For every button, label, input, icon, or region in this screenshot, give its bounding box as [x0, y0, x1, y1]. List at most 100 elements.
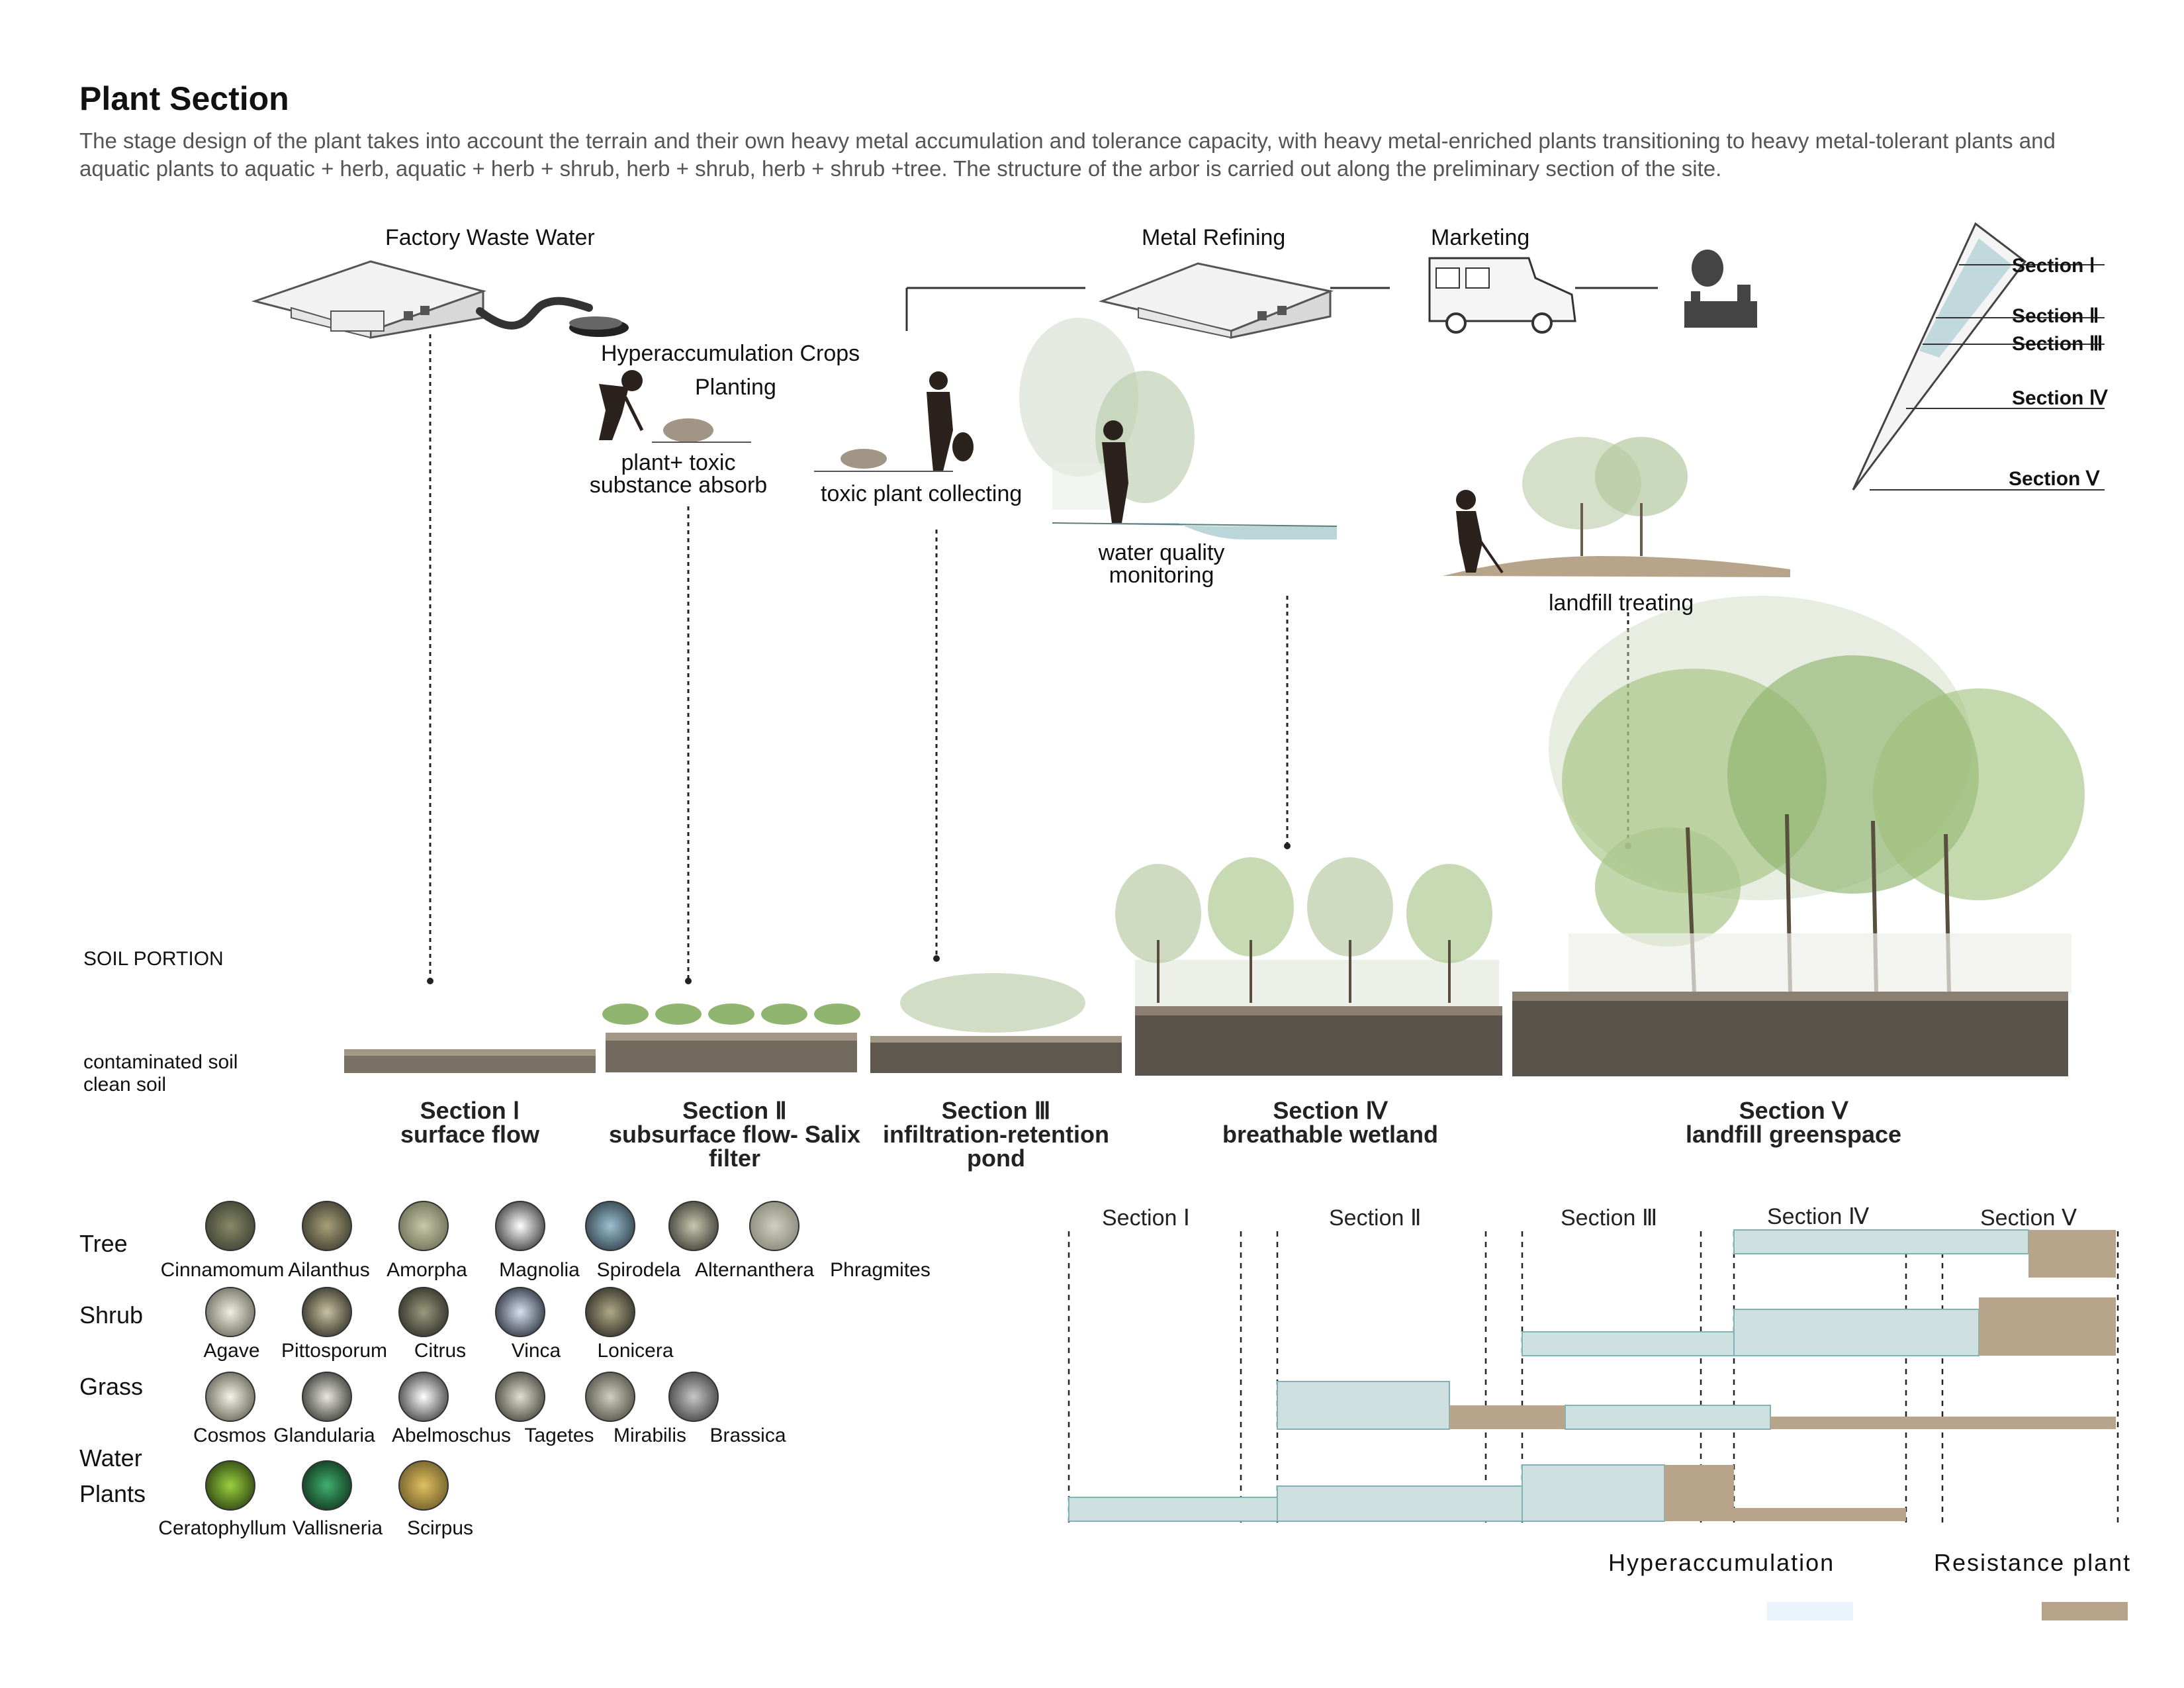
money-factory-icon — [1684, 250, 1757, 328]
section-caption-desc: surface flow — [400, 1121, 540, 1148]
plant-photo-ceratophyllum — [205, 1460, 255, 1511]
section-caption-desc: infiltration-retention — [883, 1121, 1109, 1148]
category-grass-label: Grass — [79, 1373, 144, 1400]
hyperaccumulation-crops-label: Hyperaccumulation Crops — [601, 341, 860, 366]
section-caption-desc-2: filter — [708, 1145, 760, 1172]
plant-photo-abelmoschus — [398, 1372, 449, 1422]
bar-water-hyper-1 — [1068, 1497, 1278, 1522]
soil-portion-label: SOIL PORTION — [83, 948, 224, 970]
planting-label: Planting — [695, 375, 776, 400]
plant-photo-mirabilis — [585, 1372, 635, 1422]
landfill-treating-label: landfill treating — [1549, 590, 1694, 616]
legend-hyper-label: Hyperaccumulation — [1608, 1549, 1835, 1576]
map-section-2: Section Ⅱ — [2012, 305, 2099, 327]
soil-blocks — [344, 992, 2068, 1076]
van-icon — [1428, 257, 1576, 334]
section-caption-5: Section Ⅴ landfill greenspace — [1648, 1099, 1939, 1147]
plant-photo-vinca — [495, 1287, 545, 1337]
plant-photo-amorpha — [398, 1201, 449, 1251]
plant-photo-citrus — [398, 1287, 449, 1337]
metal-refining-label: Metal Refining — [1142, 225, 1286, 250]
section-caption-name: Section Ⅳ — [1273, 1097, 1388, 1124]
category-water-label-2: Plants — [79, 1480, 146, 1507]
plant-name-scirpus: Scirpus — [406, 1517, 474, 1539]
bar-grass-resist-1 — [1449, 1405, 1565, 1429]
bar-grass-hyper-2 — [1565, 1405, 1771, 1430]
map-section-4: Section Ⅳ — [2012, 387, 2108, 409]
plant-photo-scirpus — [398, 1460, 449, 1511]
section-caption-name: Section Ⅱ — [682, 1097, 787, 1124]
plant-photo-cosmos — [205, 1372, 255, 1422]
worker-monitoring-icon — [1102, 420, 1128, 523]
section-caption-desc: breathable wetland — [1222, 1121, 1439, 1148]
worker-collecting-icon — [927, 371, 974, 471]
plant-photo-alternanthera — [668, 1201, 719, 1251]
marketing-label: Marketing — [1431, 225, 1530, 250]
bar-water-resist-2 — [1734, 1508, 1906, 1521]
map-section-1: Section Ⅰ — [2012, 255, 2095, 277]
plant-name-phragmites: Phragmites — [830, 1259, 931, 1281]
plant-name-pittosporum: Pittosporum — [281, 1340, 388, 1362]
bar-tree-resist — [2028, 1230, 2116, 1278]
legend-resist-label: Resistance plant — [1934, 1549, 2132, 1576]
section-caption-2: Section Ⅱ subsurface flow- Salix filter — [599, 1099, 870, 1170]
plant-name-tagetes: Tagetes — [524, 1425, 594, 1446]
plant-name-ceratophyllum: Ceratophyllum — [158, 1517, 287, 1539]
map-section-5: Section Ⅴ — [2009, 468, 2100, 490]
water-quality-line-1: water quality — [1098, 540, 1225, 565]
section-caption-3: Section Ⅲ infiltration-retention pond — [867, 1099, 1125, 1170]
salix-shrubs — [602, 1004, 860, 1025]
category-water-label: Water — [79, 1444, 142, 1472]
plant-name-glandularia: Glandularia — [273, 1425, 375, 1446]
plant-name-magnolia: Magnolia — [499, 1259, 580, 1281]
section-caption-desc: subsurface flow- Salix — [608, 1121, 861, 1148]
plant-name-brassica: Brassica — [709, 1425, 786, 1446]
plant-name-amorpha: Amorpha — [387, 1259, 467, 1281]
plant-name-mirabilis: Mirabilis — [613, 1425, 686, 1446]
bar-tree-hyper — [1733, 1229, 2029, 1254]
section-caption-name: Section Ⅴ — [1739, 1097, 1848, 1124]
shrub-small-icon-2 — [841, 449, 887, 469]
plant-name-abelmoschus: Abelmoschus — [391, 1425, 512, 1446]
category-tree-label: Tree — [79, 1230, 128, 1257]
chart-section-2: Section Ⅱ — [1329, 1205, 1422, 1231]
plant-name-vallisneria: Vallisneria — [292, 1517, 383, 1539]
page-description: The stage design of the plant takes into… — [79, 128, 2056, 181]
plant-photo-magnolia — [495, 1201, 545, 1251]
section-caption-4: Section Ⅳ breathable wetland — [1191, 1099, 1469, 1147]
site-map — [1852, 222, 2105, 491]
plant-photo-vallisneria — [302, 1460, 352, 1511]
pond-plants — [900, 973, 1085, 1033]
plant-photo-lonicera — [585, 1287, 635, 1337]
plant-toxic-line-1: plant+ toxic — [621, 450, 736, 475]
factory-waste-water-label: Factory Waste Water — [385, 225, 595, 250]
plant-photo-spirodela — [585, 1201, 635, 1251]
gravel-icon — [569, 316, 629, 337]
section-caption-desc-2: pond — [967, 1145, 1025, 1172]
bar-shrub-hyper-1 — [1522, 1331, 1735, 1356]
bar-water-hyper-2 — [1277, 1485, 1523, 1522]
plant-name-ailanthus: Ailanthus — [288, 1259, 370, 1281]
water-quality-label: water quality monitoring — [1066, 541, 1257, 586]
plant-photo-tagetes — [495, 1372, 545, 1422]
wetland-trees — [1115, 857, 1499, 1006]
plant-name-cosmos: Cosmos — [193, 1425, 267, 1446]
plant-photo-brassica — [668, 1372, 719, 1422]
plant-name-cinnamomum: Cinnamomum — [160, 1259, 285, 1281]
contaminated-soil-label: contaminated soil — [83, 1051, 238, 1073]
clean-soil-label: clean soil — [83, 1074, 167, 1096]
plant-name-alternanthera: Alternanthera — [694, 1259, 815, 1281]
plant-photo-phragmites — [749, 1201, 799, 1251]
shrub-small-icon — [652, 418, 751, 443]
plant-photo-ailanthus — [302, 1201, 352, 1251]
chart-section-4: Section Ⅳ — [1767, 1204, 1870, 1229]
plant-photo-glandularia — [302, 1372, 352, 1422]
tree-canopy — [1549, 596, 2085, 994]
section-caption-name: Section Ⅲ — [941, 1097, 1051, 1124]
refinery-icon — [1098, 262, 1334, 339]
bar-grass-hyper-1 — [1277, 1381, 1450, 1430]
landfill-scene — [1443, 437, 1790, 577]
bar-shrub-resist — [1979, 1297, 2116, 1356]
